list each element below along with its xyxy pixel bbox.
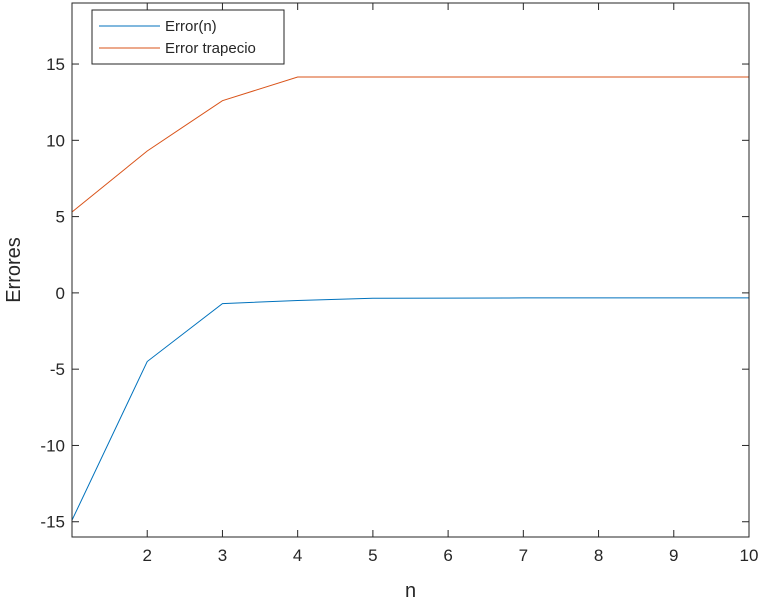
- x-axis-ticks: 2 3 4 5 6 7 8 9 10: [142, 3, 758, 565]
- y-tick-label: 10: [46, 131, 65, 150]
- y-axis-ticks: -15 -10 -5 0 5 10 15: [40, 55, 749, 532]
- y-tick-label: -15: [40, 513, 65, 532]
- y-tick-label: 0: [56, 284, 65, 303]
- y-tick-label: -5: [50, 360, 65, 379]
- legend-label-error-trapecio: Error trapecio: [165, 40, 256, 57]
- series-line-error-trapecio: [71, 76, 749, 213]
- x-tick-label: 10: [740, 546, 759, 565]
- x-tick-label: 2: [142, 546, 151, 565]
- series-line-error-n: [71, 297, 749, 521]
- plot-box: [71, 2, 750, 538]
- x-tick-label: 5: [368, 546, 377, 565]
- y-tick-label: 15: [46, 55, 65, 74]
- x-axis-label: n: [405, 580, 416, 601]
- x-tick-label: 9: [669, 546, 678, 565]
- x-tick-label: 4: [293, 546, 302, 565]
- series-layer: [71, 76, 749, 521]
- legend-label-error-n: Error(n): [165, 18, 217, 35]
- y-tick-label: 5: [56, 208, 65, 227]
- y-tick-label: -10: [40, 436, 65, 455]
- legend-box: [91, 9, 285, 65]
- legend: Error(n) Error trapecio: [91, 9, 285, 65]
- x-tick-label: 6: [443, 546, 452, 565]
- plot-background: [72, 3, 749, 537]
- x-tick-label: 8: [594, 546, 603, 565]
- x-tick-label: 3: [218, 546, 227, 565]
- y-axis-label: Errores: [3, 237, 25, 303]
- x-tick-label: 7: [519, 546, 528, 565]
